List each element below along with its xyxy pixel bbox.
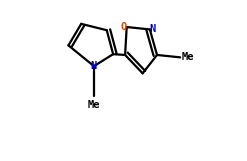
Text: Me: Me — [182, 52, 194, 62]
Text: N: N — [91, 61, 97, 71]
Text: O: O — [121, 22, 127, 32]
Text: Me: Me — [88, 100, 100, 110]
Text: N: N — [150, 24, 156, 34]
